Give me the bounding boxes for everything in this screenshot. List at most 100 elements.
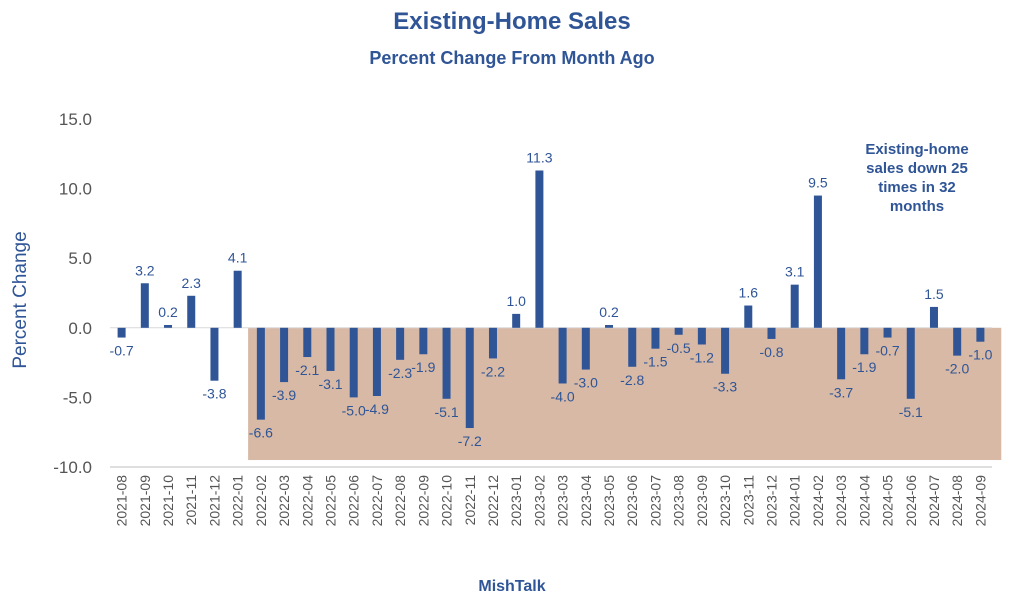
bar [581, 327, 590, 370]
source-credit: MishTalk [478, 578, 546, 595]
y-tick-label: -5.0 [63, 388, 92, 407]
data-label: 0.2 [599, 304, 619, 320]
data-label: 1.6 [739, 285, 759, 301]
x-tick-label: 2023-01 [508, 475, 524, 527]
data-label: 4.1 [228, 250, 248, 266]
x-tick-label: 2021-11 [183, 475, 199, 526]
x-tick-label: 2022-10 [439, 475, 455, 527]
x-tick-label: 2024-09 [972, 475, 988, 527]
x-tick-label: 2023-11 [740, 475, 756, 526]
x-tick-label: 2023-05 [601, 475, 617, 527]
bar [558, 327, 567, 384]
x-tick-label: 2023-02 [531, 475, 547, 527]
y-tick-label: -10.0 [53, 458, 92, 477]
data-label: -2.1 [295, 362, 319, 378]
x-tick-label: 2022-02 [253, 475, 269, 527]
bar [744, 305, 753, 328]
bar [419, 327, 428, 355]
x-tick-label: 2024-02 [810, 475, 826, 527]
data-label: -3.3 [713, 379, 737, 395]
y-tick-label: 10.0 [59, 180, 92, 199]
data-label: -5.0 [342, 402, 366, 418]
x-tick-label: 2024-07 [926, 475, 942, 527]
x-tick-label: 2021-09 [137, 475, 153, 527]
bar [651, 327, 660, 349]
data-label: 1.0 [506, 293, 526, 309]
data-label: -0.5 [667, 340, 691, 356]
bar [140, 283, 149, 328]
x-tick-label: 2023-12 [764, 475, 780, 527]
x-tick-label: 2024-06 [903, 475, 919, 527]
data-label: -1.5 [643, 354, 667, 370]
data-label: -6.6 [249, 425, 273, 441]
bar [117, 327, 126, 338]
x-tick-label: 2022-09 [415, 475, 431, 527]
bar [883, 327, 892, 338]
data-label: -2.3 [388, 365, 412, 381]
data-label: -5.1 [434, 404, 458, 420]
data-label: -0.8 [759, 344, 783, 360]
bar [674, 327, 683, 335]
bar [628, 327, 637, 367]
data-label: -2.8 [620, 372, 644, 388]
data-label: -4.9 [365, 401, 389, 417]
data-label: -2.0 [945, 361, 969, 377]
data-label: -3.7 [829, 384, 853, 400]
bar [790, 284, 799, 328]
bar [349, 327, 358, 398]
bar [164, 325, 173, 328]
x-tick-label: 2022-06 [346, 475, 362, 527]
x-tick-label: 2023-08 [671, 475, 687, 527]
x-tick-label: 2024-01 [787, 475, 803, 527]
x-tick-label: 2021-10 [160, 475, 176, 527]
bar [697, 327, 706, 345]
x-tick-label: 2022-08 [392, 475, 408, 527]
x-tick-label: 2023-03 [555, 475, 571, 527]
x-tick-label: 2022-04 [299, 475, 315, 527]
data-label: -3.0 [574, 375, 598, 391]
bar [280, 327, 289, 383]
x-tick-label: 2022-11 [462, 475, 478, 526]
data-label: -7.2 [458, 433, 482, 449]
x-tick-label: 2024-05 [880, 475, 896, 527]
bar [929, 306, 938, 328]
bar [303, 327, 312, 358]
x-tick-label: 2023-10 [717, 475, 733, 527]
x-tick-label: 2024-04 [856, 475, 872, 527]
x-tick-label: 2021-12 [206, 475, 222, 527]
x-tick-label: 2023-07 [647, 475, 663, 527]
data-label: -3.8 [202, 386, 226, 402]
data-label: -1.9 [411, 359, 435, 375]
bar [813, 195, 822, 328]
data-label: -2.2 [481, 363, 505, 379]
bar [210, 327, 219, 381]
bar [372, 327, 381, 397]
y-tick-label: 15.0 [59, 110, 92, 129]
bar [976, 327, 985, 342]
bar [256, 327, 265, 420]
x-tick-label: 2021-08 [114, 475, 130, 527]
bar [396, 327, 405, 360]
chart-title: Existing-Home Sales [393, 8, 631, 35]
data-label: 0.2 [158, 304, 178, 320]
data-label: -4.0 [551, 388, 575, 404]
bar [326, 327, 335, 371]
y-tick-label: 0.0 [68, 319, 92, 338]
bar [233, 270, 242, 328]
x-tick-label: 2022-05 [323, 475, 339, 527]
bar [187, 295, 196, 328]
bar [535, 170, 544, 328]
bar [860, 327, 869, 355]
data-label: -1.0 [968, 347, 992, 363]
data-label: 9.5 [808, 175, 828, 191]
data-label: 1.5 [924, 286, 944, 302]
x-tick-label: 2022-07 [369, 475, 385, 527]
bar [488, 327, 497, 359]
bar [953, 327, 962, 356]
bar [512, 313, 521, 328]
bar [906, 327, 915, 399]
data-label: -1.2 [690, 350, 714, 366]
chart-subtitle: Percent Change From Month Ago [369, 48, 655, 68]
x-tick-label: 2022-03 [276, 475, 292, 527]
